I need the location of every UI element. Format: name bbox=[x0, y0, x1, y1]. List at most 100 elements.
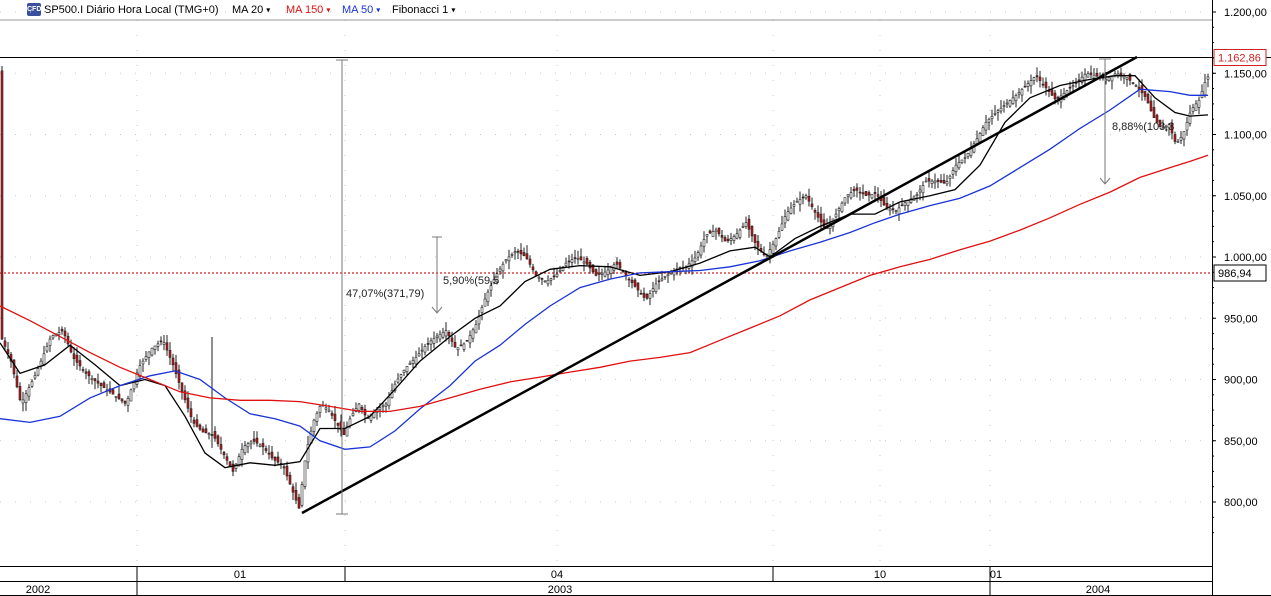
candle-body bbox=[654, 283, 658, 292]
candle-body bbox=[147, 351, 151, 358]
candle-body bbox=[996, 110, 1000, 113]
candle-body bbox=[783, 216, 787, 224]
y-tick-label: 950,00 bbox=[1224, 313, 1258, 325]
candle-body bbox=[705, 234, 709, 237]
candle-body bbox=[549, 278, 553, 281]
candle-body bbox=[117, 393, 121, 400]
candle-body bbox=[756, 240, 760, 248]
series-ma-20[interactable] bbox=[0, 75, 1209, 469]
candle-body bbox=[645, 294, 649, 299]
ma150-indicator[interactable]: MA 150 ▾ bbox=[286, 4, 330, 16]
trend-line-lower[interactable] bbox=[301, 256, 771, 515]
candle-body bbox=[1164, 125, 1168, 128]
candle-body bbox=[51, 335, 55, 339]
candle-body bbox=[192, 419, 196, 424]
symbol-label[interactable]: SP500.I Diário Hora Local (TMG+0) bbox=[44, 4, 219, 16]
candle-body bbox=[318, 405, 322, 413]
candle-body bbox=[603, 271, 607, 277]
candle-body bbox=[72, 353, 76, 359]
candle-body bbox=[378, 407, 382, 411]
candle-body bbox=[693, 257, 697, 262]
candle-body bbox=[102, 382, 106, 389]
candle-body bbox=[771, 243, 775, 254]
candle-body bbox=[63, 330, 67, 337]
candle-body bbox=[90, 377, 94, 380]
ma20-chevron-icon[interactable]: ▾ bbox=[266, 5, 271, 15]
ma150-chevron-icon[interactable]: ▾ bbox=[326, 5, 331, 15]
candle-body bbox=[450, 337, 454, 342]
candle-body bbox=[717, 227, 721, 235]
candle-body bbox=[411, 360, 415, 364]
candle-body bbox=[999, 107, 1003, 112]
candle-body bbox=[264, 448, 268, 451]
candle-body bbox=[1125, 77, 1129, 80]
candle-body bbox=[6, 349, 10, 355]
candle-body bbox=[864, 191, 868, 197]
candle-body bbox=[723, 237, 727, 242]
candle-body bbox=[387, 397, 391, 407]
candle-body bbox=[750, 225, 754, 237]
x-axis: 01 04 10 01 2002 2003 2004 bbox=[0, 566, 1271, 596]
candle-body bbox=[993, 113, 997, 115]
candle-body bbox=[666, 273, 670, 276]
fibonacci-chevron-icon[interactable]: ▾ bbox=[451, 5, 456, 15]
candle-body bbox=[174, 362, 178, 374]
trend-line-upper[interactable] bbox=[769, 55, 1138, 260]
candle-body bbox=[216, 435, 220, 445]
candle-body bbox=[252, 438, 256, 442]
candle-body bbox=[423, 346, 427, 353]
candle-body bbox=[546, 279, 550, 285]
candle-body bbox=[438, 333, 442, 340]
candle-body bbox=[465, 340, 469, 342]
ma50-indicator[interactable]: MA 50 ▾ bbox=[342, 4, 380, 16]
ma20-indicator[interactable]: MA 20 ▾ bbox=[232, 4, 270, 16]
candle-body bbox=[48, 338, 52, 346]
candle-body bbox=[1014, 95, 1018, 102]
candle-body bbox=[501, 263, 505, 272]
candle-body bbox=[330, 412, 334, 416]
fibonacci-indicator[interactable]: Fibonacci 1 ▾ bbox=[392, 4, 455, 16]
candle-body bbox=[702, 239, 706, 247]
candle-fill-layer bbox=[0, 65, 1210, 509]
candle-body bbox=[480, 307, 484, 313]
candle-body bbox=[294, 490, 298, 501]
candle-body bbox=[747, 218, 751, 230]
candle-body bbox=[468, 335, 472, 344]
ma20-label: MA 20 bbox=[232, 4, 264, 16]
candle-body bbox=[297, 497, 301, 509]
candle-body bbox=[660, 278, 664, 281]
candle-body bbox=[144, 356, 148, 360]
candle-body bbox=[81, 369, 85, 371]
candle-body bbox=[1182, 131, 1186, 140]
candle-body bbox=[867, 192, 871, 196]
level-price-tag-label: 986,94 bbox=[1218, 268, 1252, 280]
series-ma-50[interactable] bbox=[0, 88, 1208, 450]
candle-body bbox=[1200, 90, 1204, 98]
candle-body bbox=[483, 298, 487, 307]
candle-body bbox=[123, 400, 127, 404]
candle-body bbox=[1176, 141, 1180, 143]
series-layer bbox=[0, 75, 1209, 469]
candle-body bbox=[432, 338, 436, 344]
candle-body bbox=[1053, 92, 1057, 100]
candle-body bbox=[906, 200, 910, 206]
candle-body bbox=[33, 375, 37, 379]
candle-body bbox=[1089, 72, 1093, 75]
candle-body bbox=[534, 271, 538, 276]
ma50-chevron-icon[interactable]: ▾ bbox=[376, 5, 381, 15]
candle-body bbox=[837, 208, 841, 212]
candle-body bbox=[486, 291, 490, 303]
candle-body bbox=[24, 393, 28, 404]
candle-body bbox=[300, 484, 304, 506]
candle-body bbox=[669, 272, 673, 274]
series-ma-150[interactable] bbox=[0, 154, 1209, 413]
overlay-layer: 47,07%(371,79) 5,90%(59,5 8,88%(103,3 bbox=[301, 55, 1174, 515]
candle-body bbox=[780, 223, 784, 231]
candle-body bbox=[219, 444, 223, 450]
candle-body bbox=[720, 234, 724, 238]
candle-body bbox=[177, 369, 181, 383]
candle-body bbox=[849, 192, 853, 199]
candle-body bbox=[513, 251, 517, 254]
candle-body bbox=[930, 180, 934, 184]
